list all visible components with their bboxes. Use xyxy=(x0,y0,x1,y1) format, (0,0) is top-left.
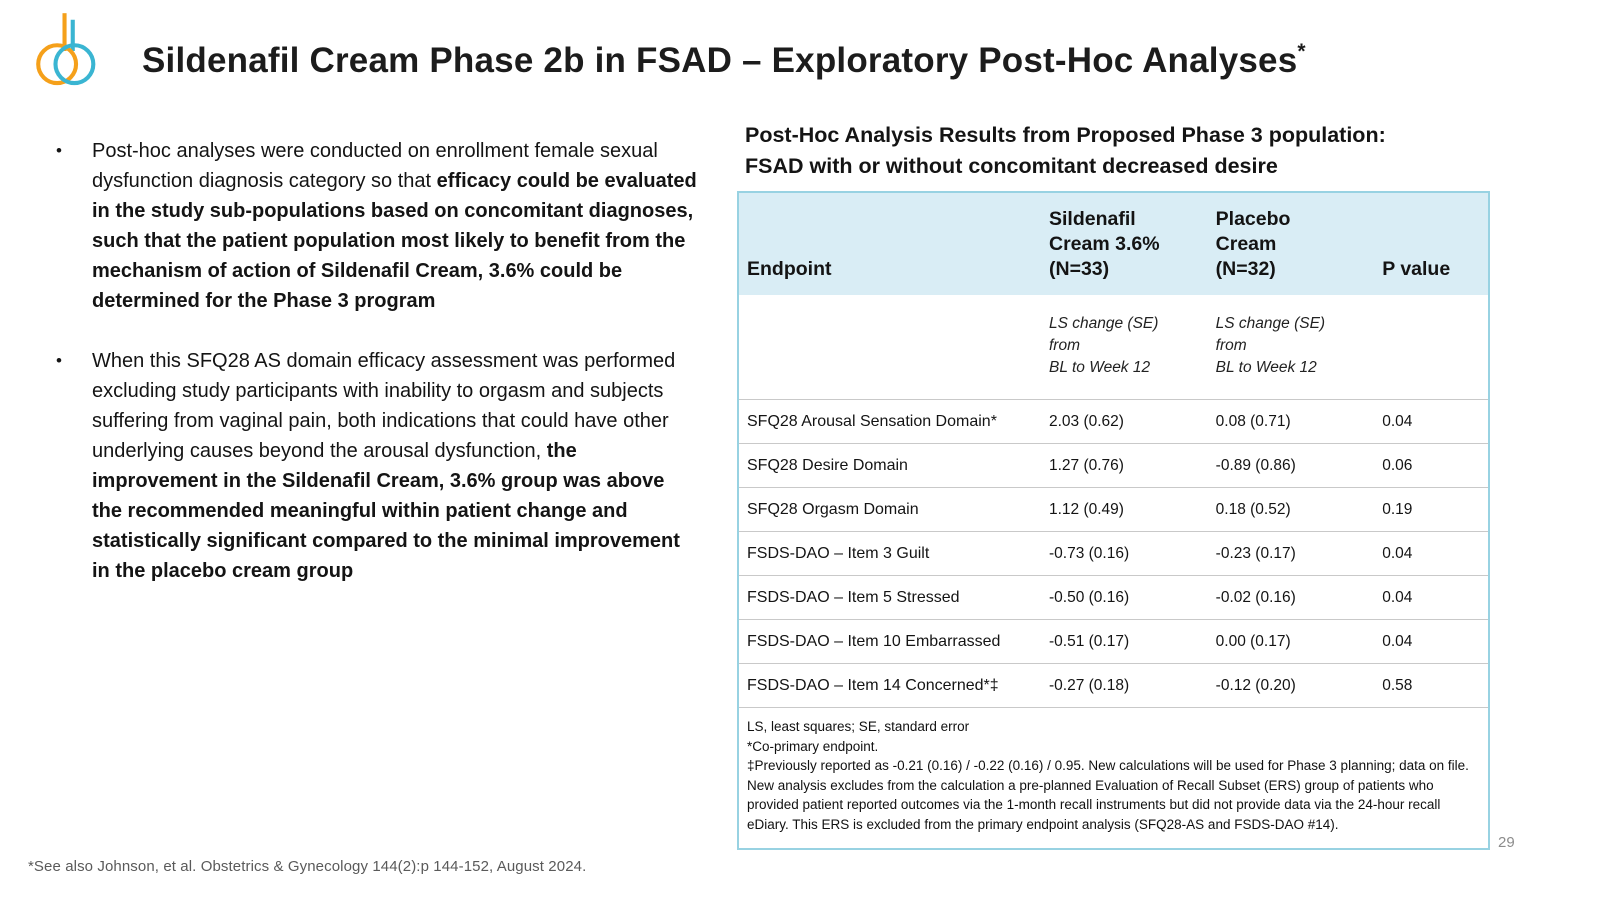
column-header-endpoint: Endpoint xyxy=(738,192,1041,295)
placebo-value-cell: -0.89 (0.86) xyxy=(1207,443,1375,488)
pvalue-cell: 0.04 xyxy=(1374,399,1489,444)
pvalue-cell: 0.58 xyxy=(1374,663,1489,708)
bullet-1-bold-text: efficacy could be evaluated in the study… xyxy=(92,170,697,312)
sildenafil-value-cell: -0.51 (0.17) xyxy=(1041,619,1208,664)
table-row: FSDS-DAO – Item 5 Stressed -0.50 (0.16) … xyxy=(738,575,1489,620)
subheader-sildenafil: LS change (SE) from BL to Week 12 xyxy=(1049,315,1159,376)
results-table: Endpoint Sildenafil Cream 3.6% (N=33) Pl… xyxy=(737,191,1490,850)
placebo-value-cell: -0.23 (0.17) xyxy=(1207,531,1375,576)
placebo-value-cell: 0.08 (0.71) xyxy=(1207,399,1375,444)
endpoint-cell: FSDS-DAO – Item 10 Embarrassed xyxy=(738,619,1041,664)
bullet-item-1: Post-hoc analyses were conducted on enro… xyxy=(50,136,698,316)
bullet-2-normal-text: When this SFQ28 AS domain efficacy asses… xyxy=(92,350,676,462)
subheader-empty xyxy=(738,295,1041,400)
table-row: FSDS-DAO – Item 14 Concerned*‡ -0.27 (0.… xyxy=(738,663,1489,708)
endpoint-cell: FSDS-DAO – Item 3 Guilt xyxy=(738,531,1041,576)
pvalue-cell: 0.04 xyxy=(1374,531,1489,576)
sildenafil-value-cell: 1.12 (0.49) xyxy=(1041,487,1208,532)
column-header-placebo: Placebo Cream (N=32) xyxy=(1207,192,1375,295)
placebo-value-cell: 0.18 (0.52) xyxy=(1207,487,1375,532)
citation-footnote: *See also Johnson, et al. Obstetrics & G… xyxy=(28,858,587,875)
table-row: SFQ28 Desire Domain 1.27 (0.76) -0.89 (0… xyxy=(738,443,1489,488)
table-footnote-previously-reported: ‡Previously reported as -0.21 (0.16) / -… xyxy=(747,758,1469,832)
pvalue-cell: 0.19 xyxy=(1374,487,1489,532)
page-number: 29 xyxy=(1498,834,1515,851)
endpoint-cell: SFQ28 Desire Domain xyxy=(738,443,1041,488)
placebo-value-cell: 0.00 (0.17) xyxy=(1207,619,1375,664)
pvalue-cell: 0.06 xyxy=(1374,443,1489,488)
page-title: Sildenafil Cream Phase 2b in FSAD – Expl… xyxy=(142,40,1542,81)
table-header-row: Endpoint Sildenafil Cream 3.6% (N=33) Pl… xyxy=(738,192,1489,295)
page-title-text: Sildenafil Cream Phase 2b in FSAD – Expl… xyxy=(142,41,1298,80)
bullet-list: Post-hoc analyses were conducted on enro… xyxy=(50,136,698,616)
endpoint-cell: FSDS-DAO – Item 14 Concerned*‡ xyxy=(738,663,1041,708)
pvalue-cell: 0.04 xyxy=(1374,575,1489,620)
column-header-pvalue: P value xyxy=(1374,192,1489,295)
placebo-value-cell: -0.12 (0.20) xyxy=(1207,663,1375,708)
endpoint-cell: FSDS-DAO – Item 5 Stressed xyxy=(738,575,1041,620)
sildenafil-value-cell: 1.27 (0.76) xyxy=(1041,443,1208,488)
table-footnote-coprimary: *Co-primary endpoint. xyxy=(747,738,879,754)
bullet-2-bold-text: the improvement in the Sildenafil Cream,… xyxy=(92,440,680,582)
table-row: FSDS-DAO – Item 3 Guilt -0.73 (0.16) -0.… xyxy=(738,531,1489,576)
pvalue-cell: 0.04 xyxy=(1374,619,1489,664)
bullet-1-normal-text: Post-hoc analyses were conducted on enro… xyxy=(92,140,658,192)
title-asterisk: * xyxy=(1297,40,1306,63)
endpoint-cell: SFQ28 Orgasm Domain xyxy=(738,487,1041,532)
column-header-sildenafil: Sildenafil Cream 3.6% (N=33) xyxy=(1041,192,1208,295)
subheader-empty-2 xyxy=(1374,295,1489,400)
subheader-placebo: LS change (SE) from BL to Week 12 xyxy=(1215,315,1326,376)
sildenafil-value-cell: -0.50 (0.16) xyxy=(1041,575,1208,620)
table-row: SFQ28 Arousal Sensation Domain* 2.03 (0.… xyxy=(738,399,1489,444)
table-heading: Post-Hoc Analysis Results from Proposed … xyxy=(745,123,1386,178)
sildenafil-value-cell: -0.27 (0.18) xyxy=(1041,663,1208,708)
placebo-value-cell: -0.02 (0.16) xyxy=(1207,575,1375,620)
sildenafil-value-cell: 2.03 (0.62) xyxy=(1041,399,1208,444)
table-row: SFQ28 Orgasm Domain 1.12 (0.49) 0.18 (0.… xyxy=(738,487,1489,532)
table-subheader-row: LS change (SE) from BL to Week 12 LS cha… xyxy=(738,295,1489,400)
endpoint-cell: SFQ28 Arousal Sensation Domain* xyxy=(738,399,1041,444)
bullet-item-2: When this SFQ28 AS domain efficacy asses… xyxy=(50,346,698,586)
table-footnote-abbreviations: LS, least squares; SE, standard error xyxy=(747,719,970,734)
company-logo xyxy=(30,8,104,94)
results-table-container: Endpoint Sildenafil Cream 3.6% (N=33) Pl… xyxy=(737,191,1490,850)
logo-icon xyxy=(36,13,96,86)
sildenafil-value-cell: -0.73 (0.16) xyxy=(1041,531,1208,576)
table-row: FSDS-DAO – Item 10 Embarrassed -0.51 (0.… xyxy=(738,619,1489,664)
table-footnotes: LS, least squares; SE, standard error *C… xyxy=(738,707,1489,849)
